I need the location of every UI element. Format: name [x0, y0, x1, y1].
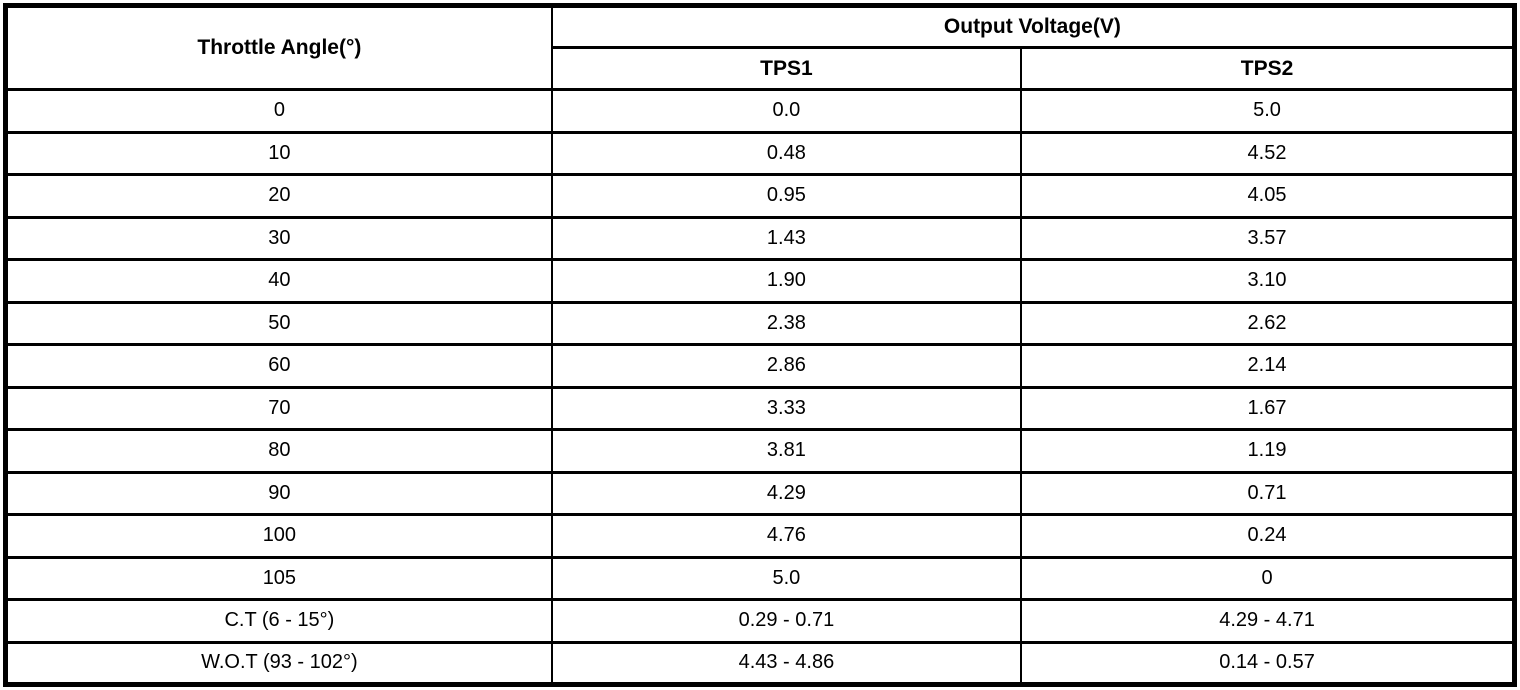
tps1-cell: 1.43 — [550, 215, 1023, 261]
tps1-cell: 1.90 — [550, 258, 1023, 304]
tps2-header: TPS2 — [1020, 46, 1516, 91]
throttle-angle-cell: 20 — [4, 173, 553, 219]
tps2-cell: 0.14 - 0.57 — [1020, 640, 1516, 686]
output-voltage-header: Output Voltage(V) — [550, 4, 1516, 49]
tps-voltage-table-container: Throttle Angle(°) Output Voltage(V) TPS1… — [3, 3, 1517, 687]
tps1-header: TPS1 — [550, 46, 1023, 91]
tps2-cell: 4.52 — [1020, 130, 1516, 176]
table-row: 70 3.33 1.67 — [4, 385, 1516, 431]
table-row: 20 0.95 4.05 — [4, 173, 1516, 219]
table-row: W.O.T (93 - 102°) 4.43 - 4.86 0.14 - 0.57 — [4, 640, 1516, 686]
table-row: 50 2.38 2.62 — [4, 300, 1516, 346]
table-header: Throttle Angle(°) Output Voltage(V) TPS1… — [4, 4, 1516, 91]
tps1-cell: 3.33 — [550, 385, 1023, 431]
tps2-cell: 0.24 — [1020, 513, 1516, 559]
throttle-angle-header: Throttle Angle(°) — [4, 4, 553, 91]
throttle-angle-cell: 105 — [4, 555, 553, 601]
tps1-cell: 4.43 - 4.86 — [550, 640, 1023, 686]
throttle-angle-cell: 10 — [4, 130, 553, 176]
throttle-angle-cell: 80 — [4, 428, 553, 474]
tps1-cell: 4.29 — [550, 470, 1023, 516]
tps1-cell: 0.48 — [550, 130, 1023, 176]
table-row: 90 4.29 0.71 — [4, 470, 1516, 516]
throttle-angle-cell: W.O.T (93 - 102°) — [4, 640, 553, 686]
table-row: 100 4.76 0.24 — [4, 513, 1516, 559]
table-row: 105 5.0 0 — [4, 555, 1516, 601]
table-row: C.T (6 - 15°) 0.29 - 0.71 4.29 - 4.71 — [4, 598, 1516, 644]
table-row: 80 3.81 1.19 — [4, 428, 1516, 474]
tps1-cell: 2.86 — [550, 343, 1023, 389]
throttle-angle-cell: 40 — [4, 258, 553, 304]
tps1-cell: 0.95 — [550, 173, 1023, 219]
tps2-cell: 1.67 — [1020, 385, 1516, 431]
tps2-cell: 3.10 — [1020, 258, 1516, 304]
table-body: 0 0.0 5.0 10 0.48 4.52 20 0.95 4.05 30 1.43 3.57 40 1… — [4, 88, 1516, 686]
tps2-cell: 5.0 — [1020, 88, 1516, 134]
throttle-angle-cell: 100 — [4, 513, 553, 559]
tps2-cell: 0.71 — [1020, 470, 1516, 516]
tps1-cell: 5.0 — [550, 555, 1023, 601]
throttle-angle-cell: 30 — [4, 215, 553, 261]
tps1-cell: 4.76 — [550, 513, 1023, 559]
throttle-angle-cell: 60 — [4, 343, 553, 389]
tps2-cell: 3.57 — [1020, 215, 1516, 261]
header-row-1: Throttle Angle(°) Output Voltage(V) — [4, 4, 1516, 91]
table-row: 40 1.90 3.10 — [4, 258, 1516, 304]
tps2-cell: 2.62 — [1020, 300, 1516, 346]
header-row-2: TPS1 TPS2 — [6, 46, 1516, 91]
tps2-cell: 4.05 — [1020, 173, 1516, 219]
tps2-cell: 1.19 — [1020, 428, 1516, 474]
table-row: 10 0.48 4.52 — [4, 130, 1516, 176]
table-row: 30 1.43 3.57 — [4, 215, 1516, 261]
throttle-angle-cell: 50 — [4, 300, 553, 346]
tps2-cell: 0 — [1020, 555, 1516, 601]
table-row: 60 2.86 2.14 — [4, 343, 1516, 389]
throttle-angle-cell: 70 — [4, 385, 553, 431]
tps-voltage-table: Throttle Angle(°) Output Voltage(V) TPS1… — [3, 3, 1517, 687]
tps1-cell: 2.38 — [550, 300, 1023, 346]
throttle-angle-cell: 0 — [4, 88, 553, 134]
tps1-cell: 3.81 — [550, 428, 1023, 474]
tps2-cell: 4.29 - 4.71 — [1020, 598, 1516, 644]
tps1-cell: 0.0 — [550, 88, 1023, 134]
throttle-angle-cell: 90 — [4, 470, 553, 516]
throttle-angle-cell: C.T (6 - 15°) — [4, 598, 553, 644]
tps2-cell: 2.14 — [1020, 343, 1516, 389]
table-row: 0 0.0 5.0 — [4, 88, 1516, 134]
tps1-cell: 0.29 - 0.71 — [550, 598, 1023, 644]
